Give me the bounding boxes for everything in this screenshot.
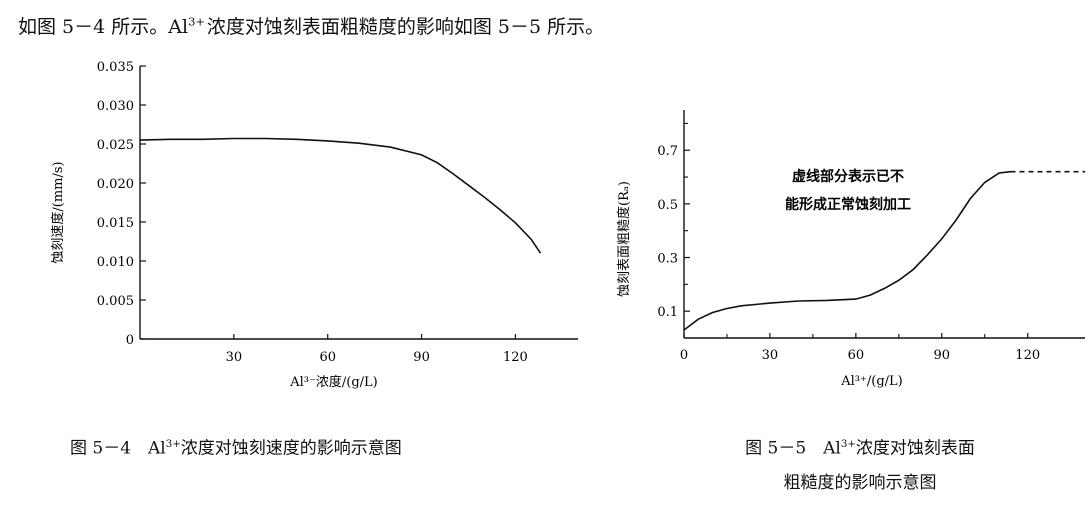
intro-paragraph: 如图 5－4 所示。Al3+ 浓度对蚀刻表面粗糙度的影响如图 5－5 所示。 <box>18 12 604 39</box>
x-tick-label: 0 <box>680 348 688 363</box>
intro-lead: 如图 5－4 所示。 <box>18 16 169 38</box>
intro-ion-superscript: 3+ <box>188 14 205 29</box>
y-axis-title: 蚀刻速度/(mm/s) <box>50 161 66 263</box>
y-tick-label: 0.5 <box>657 198 678 213</box>
y-tick-label: 0.035 <box>97 60 134 75</box>
y-tick-label: 0.025 <box>97 138 134 153</box>
x-tick-label: 90 <box>413 350 430 365</box>
y-tick-label: 0.030 <box>97 99 134 114</box>
x-tick-label: 60 <box>319 350 336 365</box>
caption-4-prefix: 图 5－4 Al <box>70 438 166 459</box>
x-tick-label: 30 <box>762 348 779 363</box>
y-tick-label: 0.7 <box>657 144 678 159</box>
caption-4-suffix: 浓度对蚀刻速度的影响示意图 <box>180 438 402 459</box>
y-tick-label: 0.020 <box>97 177 134 192</box>
figure-5-5-caption: 图 5－5 Al3+浓度对蚀刻表面 粗糙度的影响示意图 <box>660 428 1060 500</box>
y-tick-label: 0.3 <box>657 252 678 267</box>
x-axis-title: Al³⁻浓度/(g/L) <box>289 374 377 390</box>
x-tick-label: 120 <box>503 350 528 365</box>
y-tick-label: 0.1 <box>657 305 678 320</box>
x-axis-title: Al³⁺/(g/L) <box>840 374 902 389</box>
figure-5-4-caption: 图 5－4 Al3+浓度对蚀刻速度的影响示意图 <box>70 428 570 466</box>
y-tick-label: 0 <box>126 333 134 348</box>
caption-5-suffix: 浓度对蚀刻表面 <box>855 438 975 459</box>
caption-5-prefix: 图 5－5 Al <box>745 438 841 459</box>
etch-rate-curve <box>139 137 542 254</box>
roughness-curve-solid <box>683 170 1011 331</box>
x-tick-label: 120 <box>1015 348 1040 363</box>
caption-5-line2: 粗糙度的影响示意图 <box>783 472 937 493</box>
caption-4-sup: 3+ <box>165 439 181 450</box>
x-tick-label: 60 <box>848 348 865 363</box>
y-tick-label: 0.005 <box>97 294 134 309</box>
figure-5-4-chart: 0 0.005 0.010 0.015 0.020 0.025 0.030 0.035 30 60… <box>50 60 578 390</box>
x-tick-label: 30 <box>226 350 243 365</box>
y-tick-label: 0.015 <box>97 216 134 231</box>
annotation-line-2: 能形成正常蚀刻加工 <box>785 196 911 213</box>
caption-5-sup: 3+ <box>840 439 856 450</box>
intro-rest: 浓度对蚀刻表面粗糙度的影响如图 5－5 所示。 <box>206 16 605 38</box>
y-axis-title: 蚀刻表面粗糙度(Rₐ) <box>616 181 632 297</box>
annotation-line-1: 虚线部分表示已不 <box>792 168 904 185</box>
y-tick-label: 0.010 <box>97 255 134 270</box>
x-tick-label: 90 <box>934 348 951 363</box>
intro-ion: Al <box>168 16 189 38</box>
